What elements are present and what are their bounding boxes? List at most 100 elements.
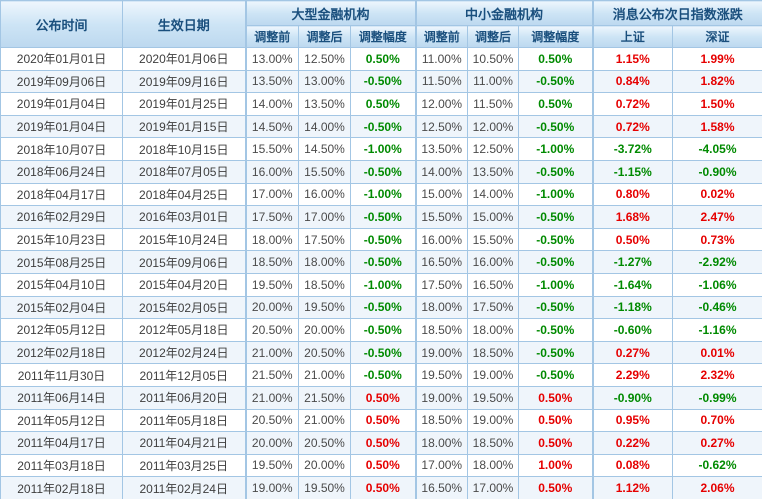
cell-sse: -1.27% <box>591 250 673 274</box>
cell-effective: 2018年10月15日 <box>122 137 246 161</box>
table-row: 2011年04月17日 2011年04月21日 20.00% 20.50% 0.50% 1… <box>0 431 762 455</box>
cell-szse: -0.90% <box>671 159 762 184</box>
cell-szse: 0.27% <box>671 431 762 455</box>
table-body: 2020年01月01日 2020年01月06日 13.00% 12.50% 0.50% 1… <box>0 47 762 499</box>
cell-publish: 2015年08月25日 <box>0 250 123 274</box>
cell-szse: 2.32% <box>671 363 762 387</box>
cell-publish: 2015年10月23日 <box>0 227 123 252</box>
cell-large-before: 14.00% <box>244 92 299 116</box>
cell-small-after: 17.50% <box>467 295 519 320</box>
cell-sse: -0.60% <box>591 318 673 342</box>
cell-szse: -1.06% <box>671 272 762 297</box>
cell-large-after: 16.00% <box>298 182 351 207</box>
cell-small-before: 15.50% <box>414 205 468 229</box>
cell-sse: 1.12% <box>591 476 673 499</box>
cell-large-change: -0.50% <box>350 205 416 229</box>
cell-small-before: 17.00% <box>414 453 468 478</box>
cell-effective: 2011年12月05日 <box>122 363 246 387</box>
table-row: 2018年06月24日 2018年07月05日 16.00% 15.50% -0.50%… <box>0 159 762 184</box>
cell-large-change: 0.50% <box>350 431 416 455</box>
cell-large-before: 17.50% <box>244 205 299 229</box>
cell-effective: 2020年01月06日 <box>122 47 246 71</box>
cell-szse: 2.06% <box>671 476 762 499</box>
cell-small-before: 16.00% <box>414 227 468 252</box>
cell-large-change: -1.00% <box>350 272 416 297</box>
cell-large-after: 18.50% <box>298 272 351 297</box>
cell-effective: 2018年04月25日 <box>122 182 246 207</box>
cell-large-before: 20.00% <box>244 431 299 455</box>
cell-effective: 2011年05月18日 <box>122 408 246 433</box>
cell-effective: 2019年01月25日 <box>122 92 246 116</box>
cell-effective: 2018年07月05日 <box>122 159 246 184</box>
cell-small-after: 18.00% <box>467 318 519 342</box>
col-header-publish-time: 公布时间 <box>0 0 123 48</box>
cell-small-before: 19.00% <box>414 340 468 365</box>
cell-small-before: 16.50% <box>414 250 468 274</box>
cell-large-before: 19.50% <box>244 272 299 297</box>
cell-publish: 2011年06月14日 <box>0 385 123 410</box>
cell-small-after: 19.00% <box>467 363 519 387</box>
cell-szse: 0.02% <box>671 182 762 207</box>
cell-large-change: -0.50% <box>350 114 416 139</box>
cell-large-before: 19.50% <box>244 453 299 478</box>
cell-large-after: 20.50% <box>298 431 351 455</box>
cell-large-after: 15.50% <box>298 159 351 184</box>
col-header-sse: 上证 <box>591 25 673 48</box>
group-header-small-institutions: 中小金融机构 <box>414 0 593 26</box>
cell-large-change: -0.50% <box>350 295 416 320</box>
cell-large-change: 0.50% <box>350 453 416 478</box>
cell-small-change: -0.50% <box>518 318 593 342</box>
cell-small-change: 0.50% <box>518 47 593 71</box>
cell-sse: -1.15% <box>591 159 673 184</box>
cell-effective: 2015年10月24日 <box>122 227 246 252</box>
cell-small-after: 19.50% <box>467 385 519 410</box>
cell-effective: 2012年02月24日 <box>122 340 246 365</box>
cell-publish: 2016年02月29日 <box>0 205 123 229</box>
cell-large-before: 20.50% <box>244 318 299 342</box>
cell-large-change: 0.50% <box>350 476 416 499</box>
cell-large-before: 14.50% <box>244 114 299 139</box>
cell-small-before: 17.50% <box>414 272 468 297</box>
cell-large-before: 20.00% <box>244 295 299 320</box>
cell-large-after: 20.00% <box>298 453 351 478</box>
cell-szse: -1.16% <box>671 318 762 342</box>
cell-small-after: 17.00% <box>467 476 519 499</box>
cell-effective: 2019年01月15日 <box>122 114 246 139</box>
cell-sse: -1.64% <box>591 272 673 297</box>
cell-publish: 2015年04月10日 <box>0 272 123 297</box>
cell-publish: 2019年09月06日 <box>0 69 123 94</box>
table-header: 公布时间 生效日期 大型金融机构 中小金融机构 消息公布次日指数涨跌 调整前 调… <box>0 0 762 48</box>
cell-small-change: -0.50% <box>518 295 593 320</box>
cell-large-after: 13.00% <box>298 69 351 94</box>
cell-publish: 2020年01月01日 <box>0 47 123 71</box>
cell-large-change: -0.50% <box>350 363 416 387</box>
cell-publish: 2018年04月17日 <box>0 182 123 207</box>
cell-szse: 0.01% <box>671 340 762 365</box>
cell-sse: 0.95% <box>591 408 673 433</box>
table-row: 2015年08月25日 2015年09月06日 18.50% 18.00% -0.50%… <box>0 250 762 274</box>
cell-small-change: 0.50% <box>518 431 593 455</box>
cell-small-change: -1.00% <box>518 272 593 297</box>
table-row: 2018年04月17日 2018年04月25日 17.00% 16.00% -1.00%… <box>0 182 762 207</box>
cell-large-change: -0.50% <box>350 227 416 252</box>
col-header-large-change: 调整幅度 <box>350 25 416 48</box>
cell-large-change: 0.50% <box>350 47 416 71</box>
cell-large-before: 16.00% <box>244 159 299 184</box>
cell-effective: 2015年02月05日 <box>122 295 246 320</box>
cell-effective: 2011年02月24日 <box>122 476 246 499</box>
cell-publish: 2019年01月04日 <box>0 92 123 116</box>
cell-large-after: 21.50% <box>298 385 351 410</box>
cell-small-after: 14.00% <box>467 182 519 207</box>
cell-small-change: -0.50% <box>518 250 593 274</box>
table-row: 2019年01月04日 2019年01月25日 14.00% 13.50% 0.50% 1… <box>0 92 762 116</box>
cell-publish: 2011年02月18日 <box>0 476 123 499</box>
cell-effective: 2019年09月16日 <box>122 69 246 94</box>
cell-small-before: 15.00% <box>414 182 468 207</box>
cell-small-after: 18.50% <box>467 340 519 365</box>
cell-small-before: 19.50% <box>414 363 468 387</box>
cell-small-before: 12.00% <box>414 92 468 116</box>
cell-large-change: -1.00% <box>350 137 416 161</box>
cell-sse: 2.29% <box>591 363 673 387</box>
cell-publish: 2018年06月24日 <box>0 159 123 184</box>
cell-small-change: -0.50% <box>518 205 593 229</box>
